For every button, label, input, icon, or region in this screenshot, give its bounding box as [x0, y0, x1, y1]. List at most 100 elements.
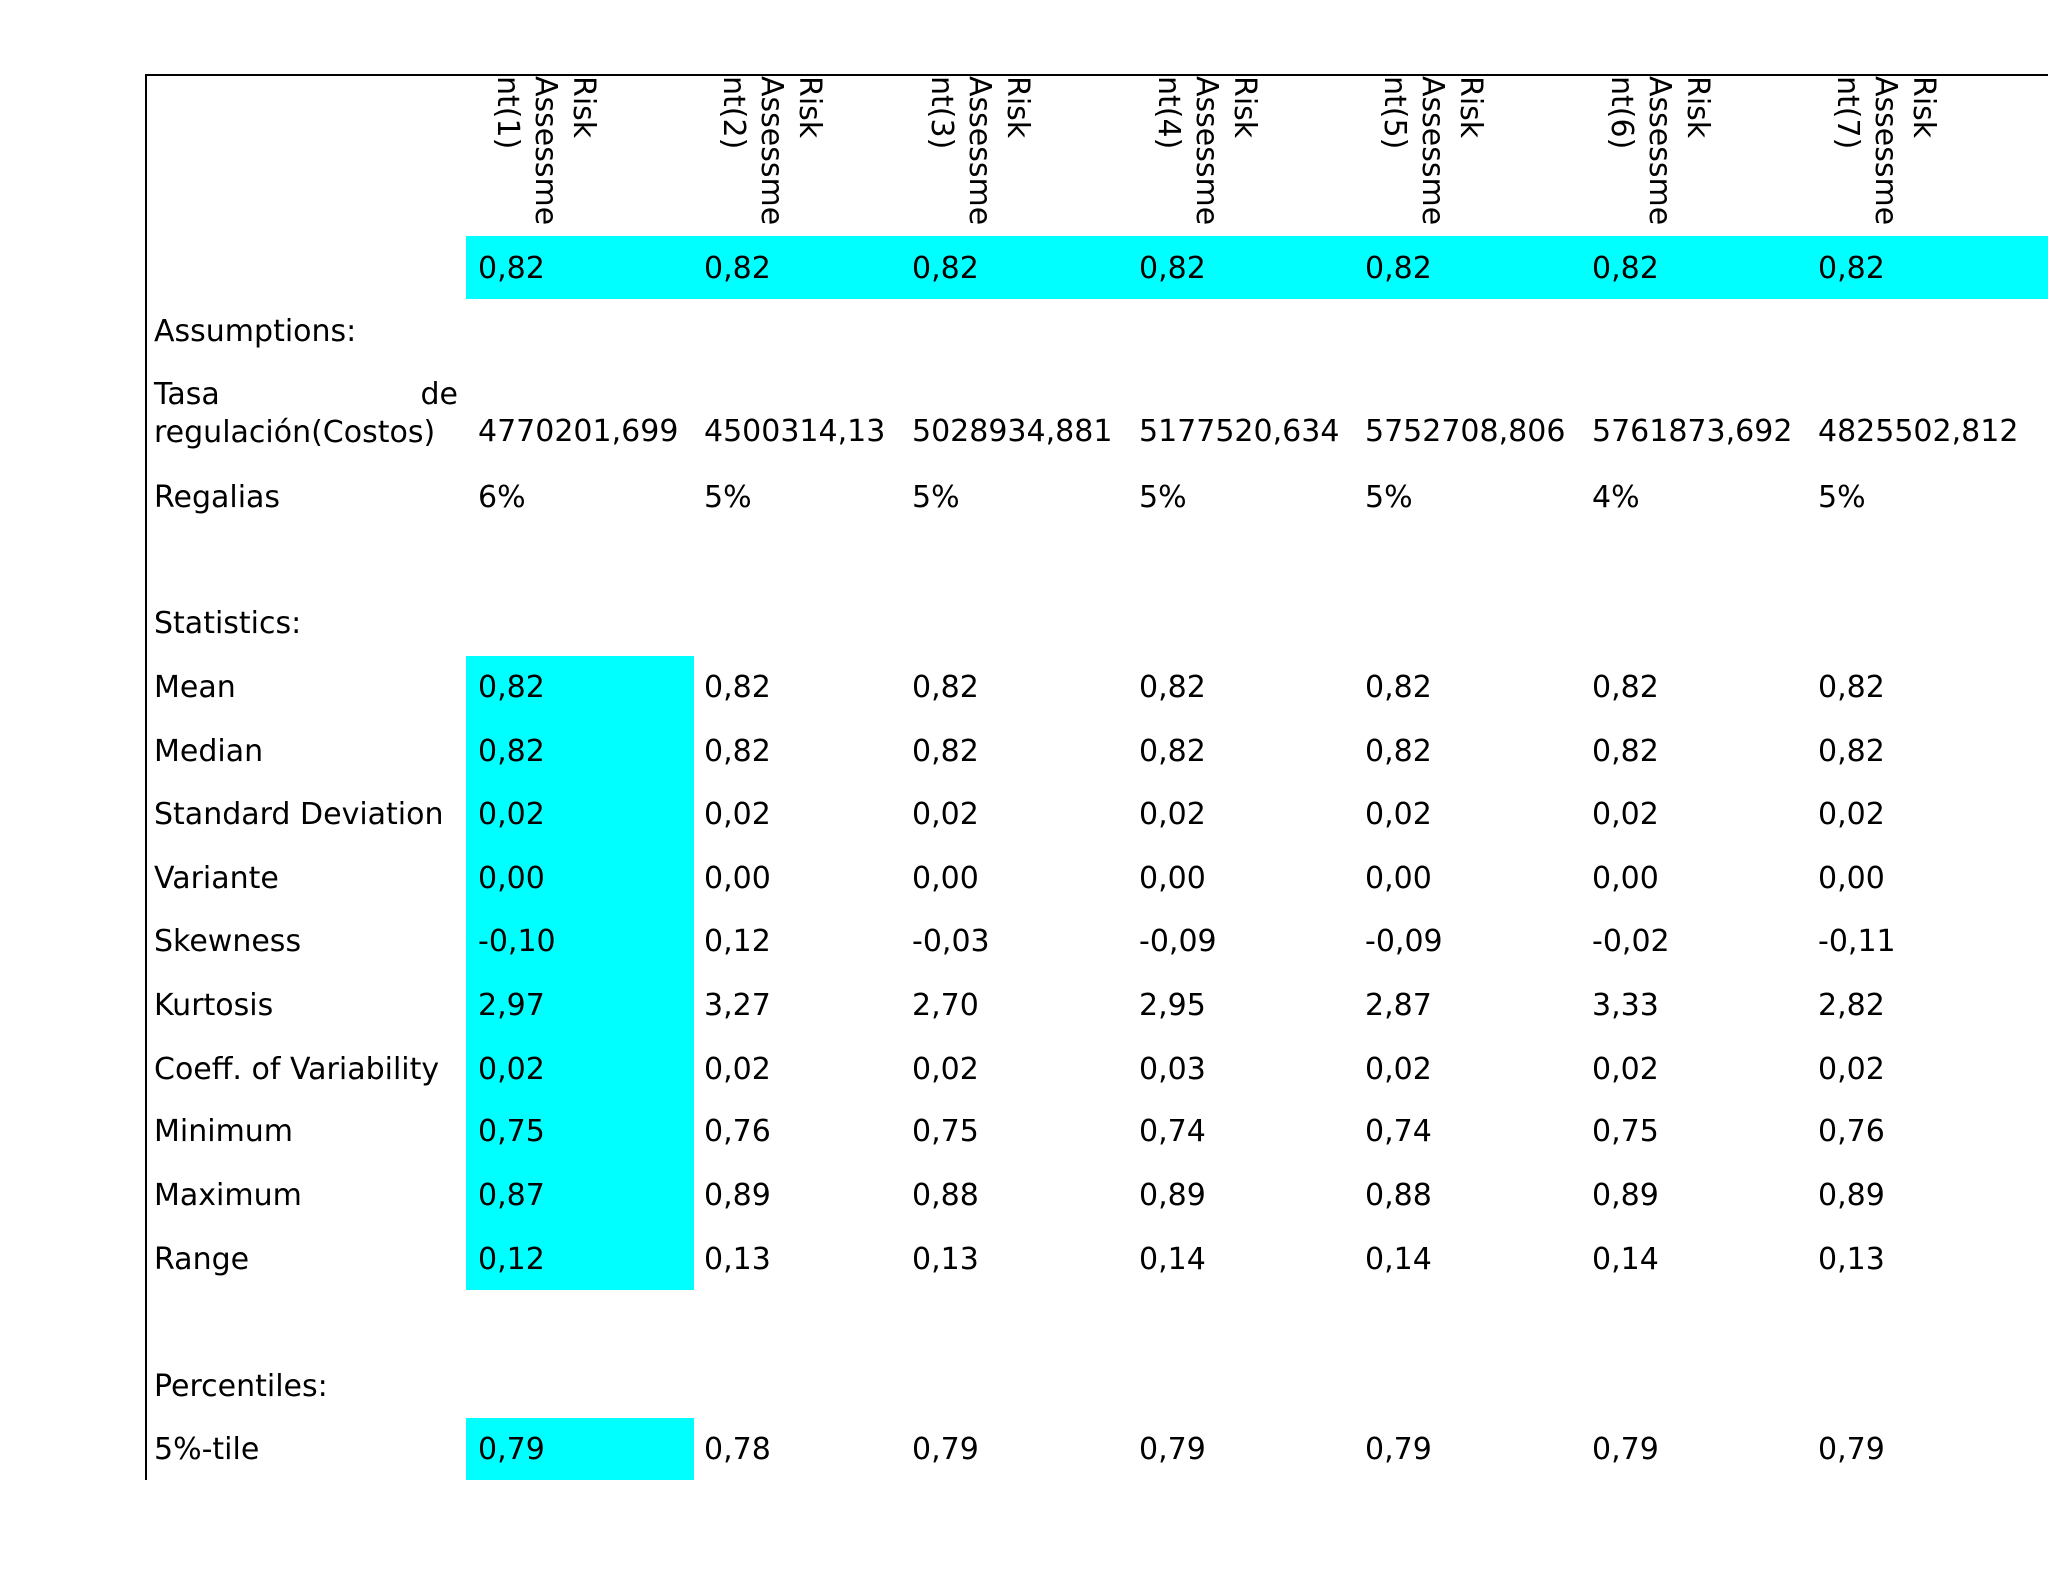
cell: 4825502,812	[1818, 414, 2019, 450]
column-header: Risk Assessment(6)	[1604, 76, 1715, 226]
cell: 0,82	[1139, 670, 1206, 706]
cell: 0,82	[1592, 251, 1659, 287]
cell: 0,82	[704, 251, 771, 287]
column-header: Risk Assessment(7)	[1830, 76, 1941, 226]
cell: 0,02	[1592, 796, 1659, 832]
cell: 5752708,806	[1365, 414, 1566, 450]
cell: -0,11	[1818, 923, 1896, 959]
cell: 0,13	[912, 1242, 979, 1278]
cell: 0,82	[1818, 670, 1885, 706]
cell: 0,00	[1365, 860, 1432, 896]
cell: 5%	[1365, 479, 1413, 515]
cell: 0,87	[478, 1178, 545, 1214]
row-label: Kurtosis	[154, 987, 274, 1023]
cell: 0,12	[704, 923, 771, 959]
cell: 5%	[1818, 479, 1866, 515]
cell: 0,88	[1365, 1178, 1432, 1214]
cell: -0,09	[1139, 923, 1217, 959]
cell: 0,74	[1365, 1114, 1432, 1150]
cell: 0,89	[1818, 1178, 1885, 1214]
cell: 0,02	[704, 1051, 771, 1087]
cell: 0,75	[912, 1114, 979, 1150]
top-row-highlight	[466, 236, 2048, 299]
column-header: Risk Assessment(4)	[1151, 76, 1262, 226]
cell: 0,02	[1365, 796, 1432, 832]
cell: 0,00	[912, 860, 979, 896]
cell: 5177520,634	[1139, 414, 1340, 450]
cell: 0,02	[478, 796, 545, 832]
cell: 3,27	[704, 987, 771, 1023]
section-label: Assumptions:	[154, 313, 357, 349]
cell: 4770201,699	[478, 414, 679, 450]
row-label: 5%-tile	[154, 1431, 260, 1467]
cell: 0,82	[478, 670, 545, 706]
cell: 0,82	[1365, 251, 1432, 287]
cell: 0,82	[704, 734, 771, 770]
cell: 5028934,881	[912, 414, 1113, 450]
cell: 4%	[1592, 479, 1640, 515]
cell: 0,00	[704, 860, 771, 896]
cell: 0,82	[1139, 251, 1206, 287]
section-label: Percentiles:	[154, 1368, 328, 1404]
column-highlight	[466, 656, 694, 1290]
section-label: Statistics:	[154, 606, 302, 642]
row-label: Standard Deviation	[154, 796, 444, 832]
cell: 0,02	[1818, 796, 1885, 832]
row-label: Median	[154, 734, 264, 770]
row-label: Maximum	[154, 1178, 302, 1214]
cell: 0,82	[1139, 734, 1206, 770]
column-header: Risk Assessment(3)	[924, 76, 1035, 226]
cell: 3,33	[1592, 987, 1659, 1023]
cell: 0,74	[1139, 1114, 1206, 1150]
cell: 0,82	[912, 734, 979, 770]
cell: 0,12	[478, 1242, 545, 1278]
row-label: Range	[154, 1242, 250, 1278]
cell: -0,03	[912, 923, 990, 959]
cell: 0,13	[704, 1242, 771, 1278]
row-label: Coeff. of Variability	[154, 1051, 440, 1087]
cell: 0,02	[704, 796, 771, 832]
row-label: Minimum	[154, 1114, 294, 1150]
column-header: Risk Assessment(2)	[716, 76, 827, 226]
top-border	[145, 74, 2048, 76]
cell: -0,02	[1592, 923, 1670, 959]
column-header: Risk Assessment(5)	[1377, 76, 1488, 226]
cell: -0,10	[478, 923, 556, 959]
cell: 0,02	[1818, 1051, 1885, 1087]
cell: 0,82	[704, 670, 771, 706]
cell: 0,82	[1592, 734, 1659, 770]
cell: 0,82	[1818, 251, 1885, 287]
cell: 0,00	[1139, 860, 1206, 896]
cell: 0,82	[478, 734, 545, 770]
cell: 0,89	[1139, 1178, 1206, 1214]
cell: 0,00	[1818, 860, 1885, 896]
cell: 0,14	[1592, 1242, 1659, 1278]
cell: 0,82	[1365, 670, 1432, 706]
cell: 0,82	[1365, 734, 1432, 770]
cell: 0,79	[478, 1431, 545, 1467]
cell: 0,02	[912, 1051, 979, 1087]
cell: 0,88	[912, 1178, 979, 1214]
cell: -0,09	[1365, 923, 1443, 959]
cell: 0,79	[1139, 1431, 1206, 1467]
cell: 0,75	[1592, 1114, 1659, 1150]
cell: 2,95	[1139, 987, 1206, 1023]
cell: 0,79	[1592, 1431, 1659, 1467]
cell: 0,89	[704, 1178, 771, 1214]
cell: 0,00	[1592, 860, 1659, 896]
row-label: Tasa de regulación(Costos)	[154, 377, 458, 450]
cell: 0,02	[1592, 1051, 1659, 1087]
row-label: Regalias	[154, 479, 281, 515]
column-highlight	[466, 1418, 694, 1480]
cell: 0,75	[478, 1114, 545, 1150]
cell: 6%	[478, 479, 526, 515]
cell: 0,82	[478, 251, 545, 287]
cell: 0,79	[1818, 1431, 1885, 1467]
cell: 0,13	[1818, 1242, 1885, 1278]
row-label: Skewness	[154, 923, 302, 959]
cell: 2,82	[1818, 987, 1885, 1023]
cell: 0,82	[1818, 734, 1885, 770]
row-label: Mean	[154, 670, 236, 706]
cell: 2,97	[478, 987, 545, 1023]
cell: 0,79	[1365, 1431, 1432, 1467]
